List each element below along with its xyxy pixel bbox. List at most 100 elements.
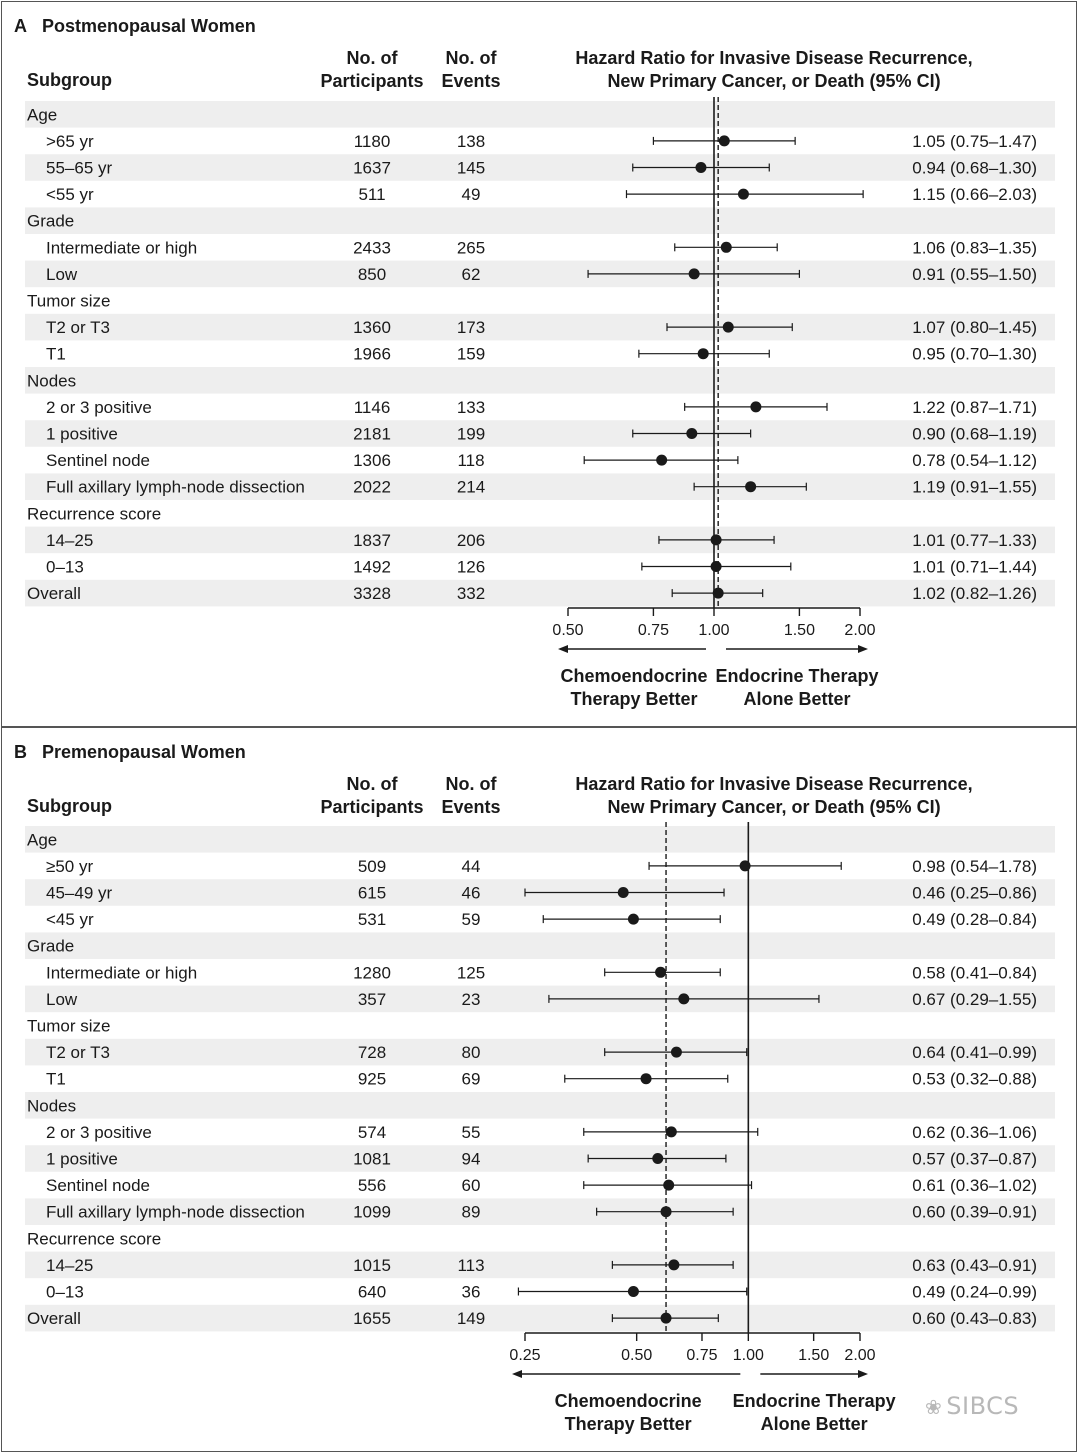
row-stripe	[25, 1092, 1055, 1119]
hazard-ratio-text: 1.15 (0.66–2.03)	[912, 185, 1037, 204]
x-tick-label: 1.00	[733, 1347, 764, 1364]
point-estimate	[745, 481, 757, 493]
hazard-ratio-text: 0.98 (0.54–1.78)	[912, 857, 1037, 876]
subgroup-label: 1 positive	[46, 1150, 118, 1169]
row-stripe	[25, 154, 1055, 181]
subgroup-label: Intermediate or high	[46, 238, 197, 257]
participants-value: 531	[358, 910, 386, 929]
subgroup-header: Tumor size	[27, 292, 110, 311]
participants-value: 2433	[353, 238, 391, 257]
hazard-ratio-text: 0.78 (0.54–1.12)	[912, 451, 1037, 470]
subgroup-label: 2 or 3 positive	[46, 1123, 152, 1142]
row-stripe	[25, 473, 1055, 500]
hazard-ratio-text: 0.58 (0.41–0.84)	[912, 963, 1037, 982]
header-participants: Participants	[320, 797, 423, 817]
row-stripe	[25, 313, 1055, 341]
participants-value: 511	[358, 185, 385, 204]
subgroup-label: 1 positive	[46, 425, 118, 444]
subgroup-label: ≥50 yr	[46, 857, 93, 876]
point-estimate	[686, 428, 698, 439]
right-arrow-head	[858, 1370, 868, 1378]
subgroup-label: Full axillary lymph-node dissection	[46, 1203, 305, 1222]
events-value: 332	[457, 584, 485, 603]
hazard-ratio-text: 0.60 (0.39–0.91)	[912, 1203, 1037, 1222]
header-subgroup: Subgroup	[27, 796, 112, 816]
right-direction-label: Endocrine Therapy	[733, 1391, 896, 1411]
subgroup-label: 55–65 yr	[46, 159, 112, 178]
hazard-ratio-text: 0.49 (0.24–0.99)	[912, 1283, 1037, 1302]
subgroup-header: Nodes	[27, 1096, 76, 1115]
panel-letter: B	[14, 742, 27, 762]
events-value: 80	[462, 1043, 481, 1062]
header-participants: Participants	[320, 71, 423, 91]
point-estimate	[722, 321, 734, 333]
row-stripe	[25, 1198, 1055, 1225]
events-value: 173	[457, 318, 485, 337]
events-value: 62	[462, 265, 481, 284]
hazard-ratio-text: 0.90 (0.68–1.19)	[912, 425, 1037, 444]
row-stripe	[25, 985, 1055, 1013]
participants-value: 1837	[353, 531, 391, 550]
subgroup-label: 0–13	[46, 558, 84, 577]
participants-value: 850	[358, 265, 386, 284]
subgroup-header: Recurrence score	[27, 504, 161, 523]
hazard-ratio-text: 0.67 (0.29–1.55)	[912, 990, 1037, 1009]
participants-value: 1360	[353, 318, 391, 337]
left-direction-label: Therapy Better	[565, 1414, 692, 1434]
events-value: 69	[462, 1070, 481, 1089]
right-direction-label: Endocrine Therapy	[715, 666, 878, 686]
events-value: 149	[457, 1309, 485, 1328]
hazard-ratio-text: 0.60 (0.43–0.83)	[912, 1309, 1037, 1328]
participants-value: 556	[358, 1176, 386, 1195]
events-value: 46	[462, 884, 481, 903]
point-estimate	[655, 966, 667, 978]
hazard-ratio-text: 0.57 (0.37–0.87)	[912, 1150, 1037, 1169]
participants-value: 509	[358, 857, 386, 876]
point-estimate	[652, 1153, 664, 1164]
events-value: 118	[457, 451, 484, 470]
row-stripe	[25, 420, 1055, 447]
subgroup-label: T1	[46, 345, 66, 364]
participants-value: 574	[358, 1123, 386, 1142]
subgroup-header: Tumor size	[27, 1017, 110, 1036]
subgroup-header: Age	[27, 105, 57, 124]
header-participants: No. of	[347, 48, 399, 68]
events-value: 23	[462, 990, 481, 1009]
events-value: 138	[457, 132, 485, 151]
point-estimate	[739, 860, 751, 872]
participants-value: 1081	[353, 1150, 391, 1169]
hazard-ratio-text: 0.94 (0.68–1.30)	[912, 159, 1037, 178]
x-tick-label: 1.50	[798, 1347, 829, 1364]
x-tick-label: 0.75	[686, 1347, 717, 1364]
header-events: Events	[441, 797, 500, 817]
row-stripe	[25, 1251, 1055, 1279]
events-value: 55	[462, 1123, 481, 1142]
subgroup-header: Recurrence score	[27, 1229, 161, 1248]
watermark: ❀ SIBCS	[925, 1392, 1020, 1420]
row-stripe	[25, 260, 1055, 288]
subgroup-label: 0–13	[46, 1283, 84, 1302]
left-arrow-head	[558, 645, 568, 653]
point-estimate	[670, 1046, 682, 1058]
events-value: 206	[457, 531, 485, 550]
point-estimate	[710, 534, 722, 546]
left-direction-label: Therapy Better	[570, 689, 697, 709]
participants-value: 728	[358, 1043, 386, 1062]
header-hazard-ratio: New Primary Cancer, or Death (95% CI)	[607, 71, 940, 91]
x-tick-label: 1.00	[698, 622, 729, 639]
events-value: 94	[462, 1150, 481, 1169]
header-events: No. of	[446, 774, 498, 794]
participants-value: 1280	[353, 963, 391, 982]
subgroup-label: T1	[46, 1070, 66, 1089]
panel-title: Postmenopausal Women	[42, 16, 256, 36]
row-stripe	[25, 207, 1055, 234]
hazard-ratio-text: 0.46 (0.25–0.86)	[912, 884, 1037, 903]
header-hazard-ratio: Hazard Ratio for Invasive Disease Recurr…	[575, 48, 972, 68]
events-value: 159	[457, 345, 485, 364]
participants-value: 2022	[353, 478, 391, 497]
subgroup-label: >65 yr	[46, 132, 94, 151]
subgroup-label: <45 yr	[46, 910, 94, 929]
participants-value: 1146	[354, 398, 391, 417]
point-estimate	[750, 401, 762, 413]
subgroup-header: Nodes	[27, 371, 76, 390]
